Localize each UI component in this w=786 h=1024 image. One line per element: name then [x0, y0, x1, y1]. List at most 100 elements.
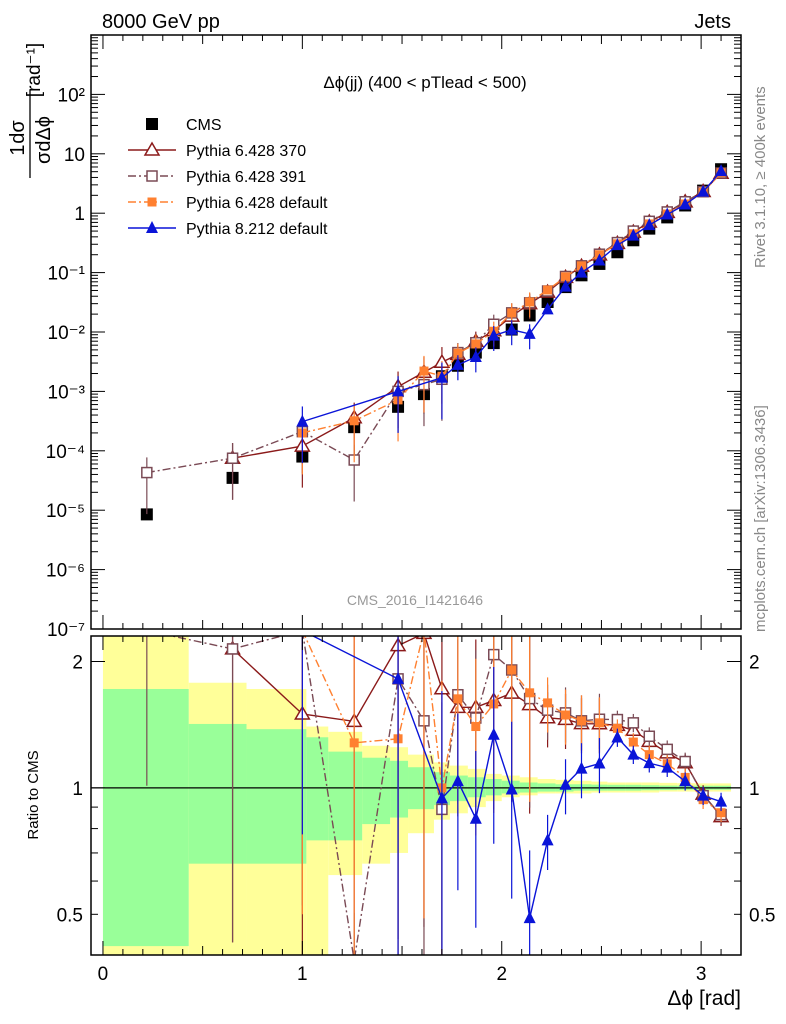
x-axis-label: Δϕ [rad]	[667, 987, 741, 1010]
data-point	[643, 218, 656, 231]
data-point	[575, 761, 588, 774]
data-point	[716, 808, 726, 818]
ratio-y-tick-label: 2	[749, 652, 760, 673]
legend-label: CMS	[186, 117, 222, 134]
y-label-unit: [rad⁻¹]	[24, 43, 45, 97]
y-label-dsigma: dσ	[7, 120, 29, 144]
data-point	[593, 756, 606, 769]
ratio-line	[232, 636, 722, 817]
data-point	[715, 794, 728, 807]
x-tick-label: 1	[297, 964, 308, 985]
y-tick-label: 10	[64, 145, 85, 166]
band-green	[188, 723, 247, 864]
y-tick-label: 10⁻³	[48, 382, 86, 403]
y-tick-label: 10⁻⁷	[47, 620, 85, 641]
data-point	[575, 265, 588, 278]
ratio-y-tick-label: 1	[749, 779, 760, 800]
data-point	[715, 164, 728, 177]
mcplots-label: mcplots.cern.ch [arXiv:1306.3436]	[752, 405, 769, 632]
data-point	[453, 694, 463, 704]
data-point	[643, 730, 656, 743]
data-point	[627, 228, 640, 241]
data-point	[611, 246, 624, 259]
data-point	[392, 384, 405, 397]
ratio-y-tick-label: 0.5	[57, 905, 83, 926]
data-point	[349, 738, 359, 748]
data-point	[451, 357, 464, 370]
y-tick-label: 1	[74, 204, 85, 225]
data-point	[561, 272, 571, 282]
x-tick-label: 2	[496, 964, 507, 985]
ratio-y-tick-label: 2	[72, 652, 83, 673]
data-point	[505, 322, 518, 335]
ratio-ylabel: Ratio to CMS	[25, 750, 42, 839]
data-point	[451, 774, 464, 787]
y-tick-label: 10⁻⁶	[46, 561, 85, 582]
data-point	[435, 791, 448, 804]
data-point	[612, 723, 622, 733]
watermark: CMS_2016_I1421646	[347, 592, 483, 608]
data-point	[146, 118, 158, 130]
data-point	[561, 710, 571, 720]
series-line	[302, 170, 722, 423]
x-tick-label: 3	[696, 964, 707, 985]
data-point	[469, 811, 482, 824]
data-point	[143, 141, 161, 156]
data-point	[697, 788, 710, 801]
data-point	[419, 366, 429, 376]
data-point	[507, 308, 517, 318]
data-point	[679, 197, 692, 210]
data-point	[679, 755, 691, 768]
data-point	[146, 170, 158, 182]
data-point	[140, 508, 153, 521]
data-point	[349, 416, 359, 426]
rivet-version-label: Rivet 3.1.10, ≥ 400k events	[752, 86, 769, 268]
series-line	[146, 172, 722, 474]
data-point	[146, 221, 158, 233]
y-label-denominator: σdΔϕ	[33, 116, 55, 164]
band-green	[306, 737, 329, 841]
data-point	[525, 297, 535, 307]
data-point	[505, 782, 518, 795]
data-point	[296, 414, 309, 427]
data-point	[559, 279, 572, 292]
legend-label: Pythia 6.428 default	[186, 195, 328, 212]
data-point	[471, 722, 481, 732]
data-point	[593, 253, 606, 266]
data-point	[141, 466, 153, 479]
y-tick-label: 10⁻⁴	[46, 442, 85, 463]
band-green	[390, 760, 409, 818]
data-point	[487, 727, 500, 740]
data-point	[697, 184, 710, 197]
data-point	[541, 833, 554, 846]
y-tick-label: 10⁻⁵	[46, 501, 85, 522]
data-point	[226, 452, 239, 464]
data-point	[392, 671, 405, 684]
ratio-y-tick-label: 0.5	[749, 905, 775, 926]
data-point	[627, 717, 640, 729]
data-point	[611, 238, 624, 251]
data-point	[523, 911, 536, 924]
data-point	[543, 285, 553, 295]
data-point	[594, 718, 604, 728]
ratio-frame	[90, 635, 742, 956]
data-point	[471, 339, 481, 349]
data-point	[226, 643, 239, 655]
band-green	[362, 757, 391, 825]
data-point	[661, 207, 674, 220]
y-tick-label: 10⁻¹	[48, 264, 86, 285]
header-right: Jets	[694, 11, 731, 33]
data-point	[419, 626, 428, 635]
x-tick-label: 0	[98, 964, 109, 985]
band-green	[102, 688, 189, 947]
data-point	[348, 954, 360, 955]
data-point	[643, 756, 656, 769]
data-point	[679, 774, 692, 787]
data-point	[523, 326, 536, 339]
band-green	[328, 751, 363, 841]
y-axis-label: 1dσ σdΔϕ [rad⁻¹]	[7, 43, 55, 178]
data-point	[576, 716, 586, 726]
data-point	[627, 747, 640, 760]
legend-label: Pythia 6.428 370	[186, 143, 306, 160]
